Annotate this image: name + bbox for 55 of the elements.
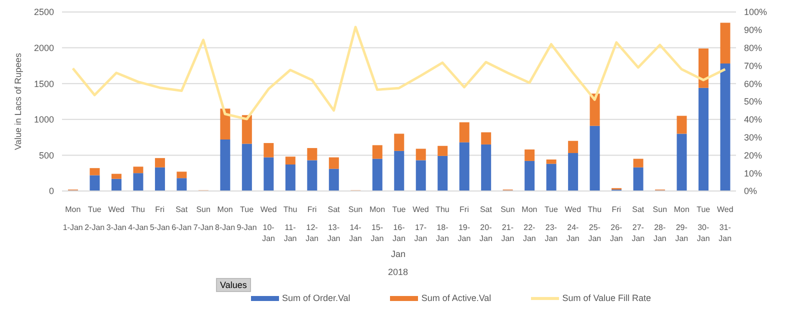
- y2-tick-label: 0%: [744, 186, 758, 196]
- y-tick-label: 1500: [34, 78, 54, 89]
- x-tick-label: Tue 30-Jan: [696, 205, 711, 243]
- y-tick-label: 2500: [34, 7, 54, 18]
- x-tick-label: Wed 24-Jan: [564, 205, 582, 243]
- x-tick-label: Mon 15-Jan: [369, 205, 386, 243]
- legend-label: Sum of Active.Val: [420, 293, 492, 303]
- y-tick-label: 500: [38, 150, 54, 160]
- x-tick-label: Sun 7-Jan: [193, 205, 214, 232]
- x-tick-label: Thu 11-Jan: [283, 205, 298, 243]
- y2-tick-label: 30%: [744, 132, 762, 142]
- y2-tick-label: 50%: [744, 96, 762, 107]
- text: Jan: [391, 249, 406, 259]
- x-tick-label: Sat 13-Jan: [327, 205, 341, 243]
- x-tick-label: Wed 31-Jan: [716, 205, 734, 243]
- x-tick-label: Sat 27-Jan: [632, 205, 645, 243]
- x-tick-label: Sun 14-Jan: [348, 205, 363, 243]
- x-tick-label: Thu 4-Jan: [128, 205, 148, 232]
- y2-tick-label: 60%: [744, 78, 762, 89]
- x-tick-label: Tue 16-Jan: [392, 205, 406, 243]
- x-tick-label: Tue 9-Jan: [236, 205, 257, 232]
- x-tick-label: Mon 8-Jan: [215, 205, 236, 232]
- x-tick-label: Fri 5-Jan: [150, 205, 170, 232]
- x-tick-label: Wed 10-Jan: [260, 205, 277, 243]
- x-tick-label: Mon 22-Jan: [522, 205, 538, 243]
- legend-label: Sum of Value Fill Rate: [561, 293, 652, 303]
- y2-tick-label: 40%: [744, 114, 762, 125]
- x-tick-label: Fri 12-Jan: [306, 205, 318, 243]
- field-button: Values: [216, 278, 251, 292]
- x-tick-label: Fri 19-Jan: [458, 205, 471, 243]
- y-axis-title: Value in Lacs of Rupees: [13, 52, 24, 150]
- x-tick-label: Sat 6-Jan: [172, 205, 192, 232]
- x-tick-label: Sun 28-Jan: [652, 205, 668, 243]
- x-tick-label: Tue 2-Jan: [84, 205, 105, 232]
- x-tick-label: Sun 21-Jan: [500, 205, 515, 243]
- y-tick-label: 1000: [34, 114, 54, 125]
- x-tick-label: Tue 23-Jan: [544, 205, 558, 243]
- y-tick-label: 2000: [34, 42, 54, 53]
- x-tick-label: Mon 29-Jan: [674, 205, 690, 243]
- x-tick-label: Thu 18-Jan: [436, 205, 450, 243]
- x-tick-label: Wed 17-Jan: [412, 205, 429, 243]
- y2-tick-label: 90%: [744, 25, 762, 36]
- x-tick-label: Mon 1-Jan: [62, 205, 83, 232]
- x-tick-label: Fri 26-Jan: [610, 205, 623, 243]
- x-tick-label: Thu 25-Jan: [588, 205, 602, 243]
- x-tick-label: Sat 20-Jan: [480, 205, 493, 243]
- y2-tick-label: 80%: [744, 42, 762, 53]
- y2-tick-label: 100%: [744, 7, 768, 18]
- text: 2018: [388, 267, 408, 277]
- y2-tick-label: 70%: [744, 60, 762, 71]
- y2-tick-label: 20%: [744, 150, 762, 160]
- y-tick-label: 0: [48, 186, 54, 196]
- legend-label: Sum of Order.Val: [280, 293, 350, 303]
- y2-tick-label: 10%: [744, 168, 762, 178]
- x-tick-label: Wed 3-Jan: [106, 205, 126, 232]
